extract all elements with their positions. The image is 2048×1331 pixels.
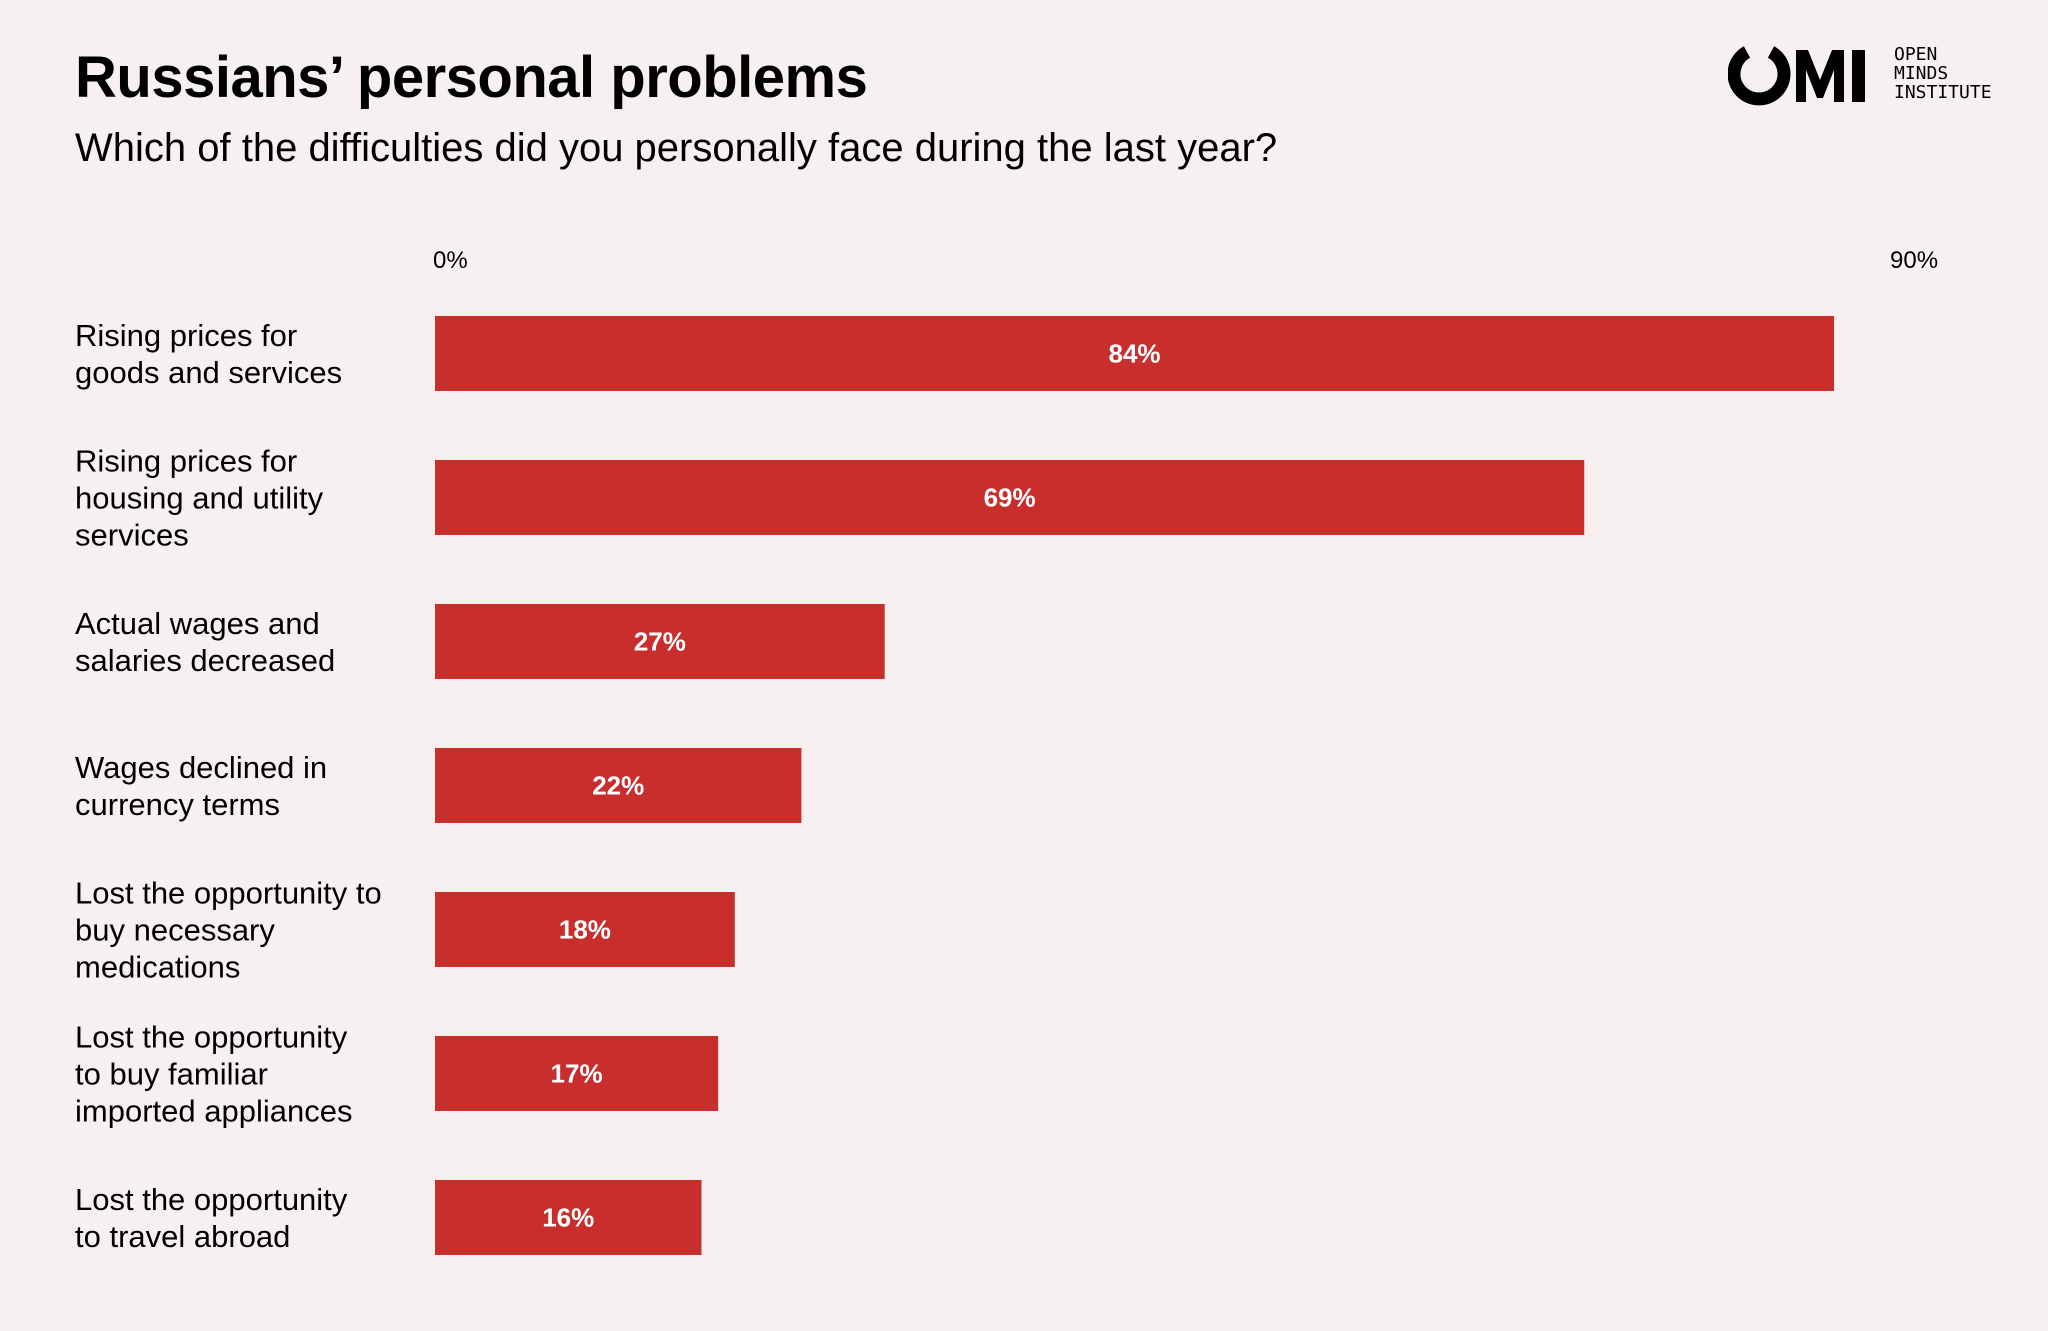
bar [435, 1036, 719, 1111]
category-label-line: Wages declined in [75, 750, 327, 785]
category-label-line: Lost the opportunity [75, 1020, 348, 1055]
category-label-line: currency terms [75, 787, 280, 822]
category-label: Rising prices for goods and services [75, 318, 342, 390]
logo-line-institute: INSTITUTE [1894, 82, 1992, 103]
category-label-line: medications [75, 950, 240, 985]
bar [435, 1180, 702, 1255]
category-label-line: housing and utility [75, 481, 324, 516]
bar-value-label: 69% [984, 483, 1036, 513]
bar-value-label: 18% [559, 915, 611, 945]
category-label-line: to buy familiar [75, 1057, 268, 1092]
category-label-line: Rising prices for [75, 318, 297, 353]
category-label-line: Actual wages and [75, 606, 320, 641]
category-label-line: Rising prices for [75, 444, 297, 479]
chart-title: Russians’ personal problems [75, 45, 868, 110]
bar [435, 748, 802, 823]
x-tick-label: 90% [1890, 247, 1938, 274]
x-tick-label: 0% [433, 247, 468, 274]
category-label-line: salaries decreased [75, 643, 335, 678]
category-label-line: Lost the opportunity [75, 1182, 348, 1217]
bar [435, 604, 885, 679]
category-label-line: services [75, 518, 189, 553]
logo-wordmark: OPEN MINDS INSTITUTE [1894, 45, 1992, 102]
category-label-line: to travel abroad [75, 1219, 290, 1254]
bar-value-label: 16% [542, 1203, 594, 1233]
logo-line-minds: MINDS [1894, 63, 1949, 84]
category-label-line: Lost the opportunity to [75, 876, 382, 911]
category-label: Lost the opportunity to travel abroad [75, 1182, 348, 1254]
category-label-line: goods and services [75, 355, 342, 390]
bar-value-label: 22% [592, 771, 644, 801]
bar-value-label: 27% [634, 627, 686, 657]
category-label: Rising prices for housing and utility serv… [75, 444, 324, 553]
category-label: Lost the opportunity to buy necessary medi… [75, 876, 382, 985]
category-label: Lost the opportunity to buy familiar impor… [75, 1020, 352, 1129]
bar-value-label: 84% [1109, 339, 1161, 369]
chart-subtitle: Which of the difficulties did you person… [75, 126, 1278, 170]
bar-value-label: 17% [551, 1059, 603, 1089]
omi-logo: OPEN MINDS INSTITUTE [1728, 42, 2008, 110]
bar [435, 460, 1585, 535]
category-label-line: imported appliances [75, 1094, 352, 1129]
omi-logo-mark [1728, 46, 1865, 106]
logo-line-open: OPEN [1894, 44, 1938, 65]
bar [435, 316, 1835, 391]
category-label-line: buy necessary [75, 913, 275, 948]
category-label: Wages declined in currency terms [75, 750, 327, 822]
bar [435, 892, 735, 967]
category-label: Actual wages and salaries decreased [75, 606, 335, 678]
